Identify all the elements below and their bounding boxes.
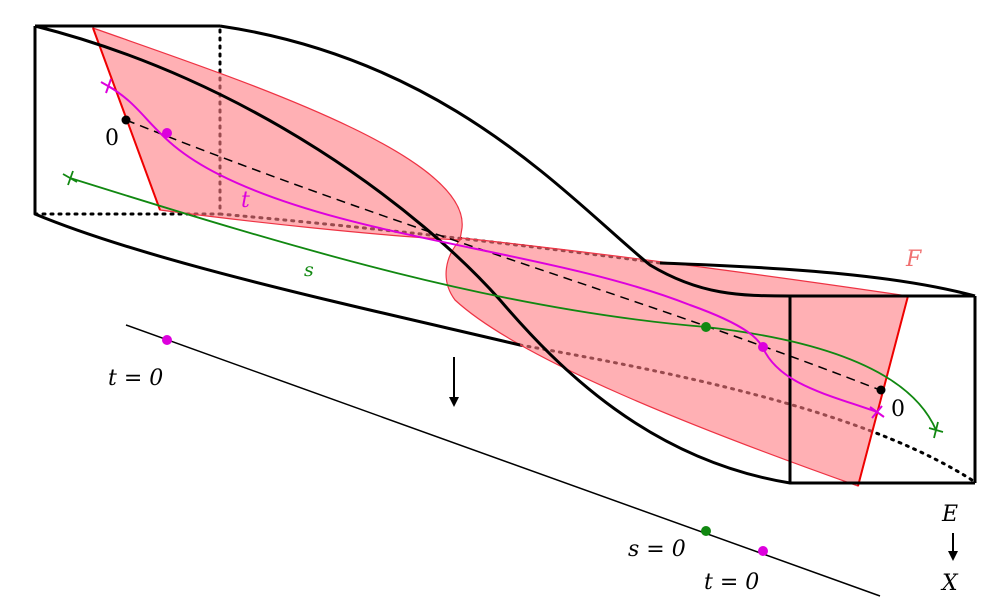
curve-t-start-cross-icon [100,78,116,94]
curve-s-end-cross-icon [928,421,944,439]
left-face [33,24,220,214]
fiber-lower-lobe [445,237,909,487]
total-space-label: E [941,502,958,527]
bottom-front-edge [34,212,521,347]
base-s0-point [701,526,711,536]
box-outline [33,24,977,485]
curve-s-path [69,177,937,431]
curve-t-end-cross-icon [869,405,885,419]
curve-t [100,78,885,419]
top-twist-edge [219,24,975,298]
base-line [125,324,881,597]
zero-point-right [876,385,886,395]
zero-label-left: 0 [105,126,119,151]
fiber-surface [91,27,909,487]
base-t0-point-right [758,546,768,556]
curve-s [62,170,944,439]
zero-section-dashed [125,119,881,391]
front-twist-edge [34,24,975,485]
curve-s-start-cross-icon [62,170,78,186]
base-s0-label: s = 0 [628,537,686,562]
curve-s-label: s [304,259,314,281]
base-t0-label-right: t = 0 [704,570,759,595]
base-t0-point-left [162,335,172,345]
curve-t-zero-point-left [162,128,172,138]
curve-t-zero-point-right [758,342,768,352]
fiber-upper-lobe [91,27,463,241]
back-top-edge [659,261,976,298]
base-space-label: X [940,571,959,596]
curve-t-label: t [241,188,250,213]
base-line-stroke [125,324,881,597]
curve-t-path [107,85,878,413]
zero-label-right: 0 [891,397,905,422]
curve-s-zero-point [701,322,711,332]
fiber-label: F [905,247,922,272]
zero-point-left [121,115,131,125]
base-t0-label-left: t = 0 [108,366,163,391]
